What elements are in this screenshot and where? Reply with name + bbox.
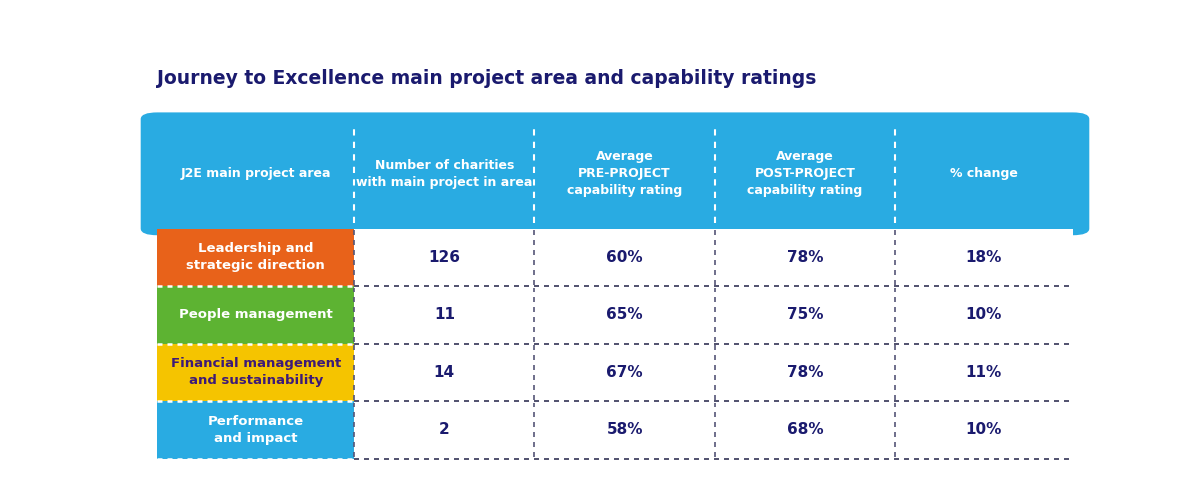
Bar [534,286,715,344]
Text: 68%: 68% [786,422,823,437]
Text: 2: 2 [439,422,450,437]
Text: 14: 14 [433,365,455,380]
Text: 75%: 75% [787,308,823,322]
Bar [895,401,1073,459]
Bar [354,344,534,401]
Bar [354,401,534,459]
Text: Average
POST-PROJECT
capability rating: Average POST-PROJECT capability rating [748,150,863,197]
Text: Financial management
and sustainability: Financial management and sustainability [170,357,341,388]
Bar [534,228,715,286]
Text: Average
PRE-PROJECT
capability rating: Average PRE-PROJECT capability rating [566,150,683,197]
Bar [534,401,715,459]
Text: 11%: 11% [966,365,1002,380]
Bar [354,286,534,344]
Bar [895,228,1073,286]
Text: 78%: 78% [787,250,823,265]
Text: Performance
and impact: Performance and impact [208,415,304,445]
Bar [157,228,354,286]
Text: 10%: 10% [966,422,1002,437]
Text: 11: 11 [434,308,455,322]
Text: Number of charities
with main project in area: Number of charities with main project in… [356,159,533,189]
Text: 60%: 60% [606,250,643,265]
Text: Leadership and
strategic direction: Leadership and strategic direction [186,242,325,272]
Bar [895,286,1073,344]
Bar [715,286,895,344]
Text: 78%: 78% [787,365,823,380]
Text: J2E main project area: J2E main project area [180,167,331,180]
Bar [157,286,354,344]
Text: 58%: 58% [606,422,643,437]
Bar [715,344,895,401]
Text: % change: % change [950,167,1018,180]
Bar [715,401,895,459]
Text: 65%: 65% [606,308,643,322]
FancyBboxPatch shape [140,112,1090,235]
Bar [157,344,354,401]
Text: 67%: 67% [606,365,643,380]
Bar [895,344,1073,401]
Text: 18%: 18% [966,250,1002,265]
Text: People management: People management [179,308,332,321]
Bar [715,228,895,286]
Bar [354,228,534,286]
Text: 10%: 10% [966,308,1002,322]
Bar [534,344,715,401]
Text: Journey to Excellence main project area and capability ratings: Journey to Excellence main project area … [157,69,817,88]
Bar [157,401,354,459]
Text: 126: 126 [428,250,461,265]
